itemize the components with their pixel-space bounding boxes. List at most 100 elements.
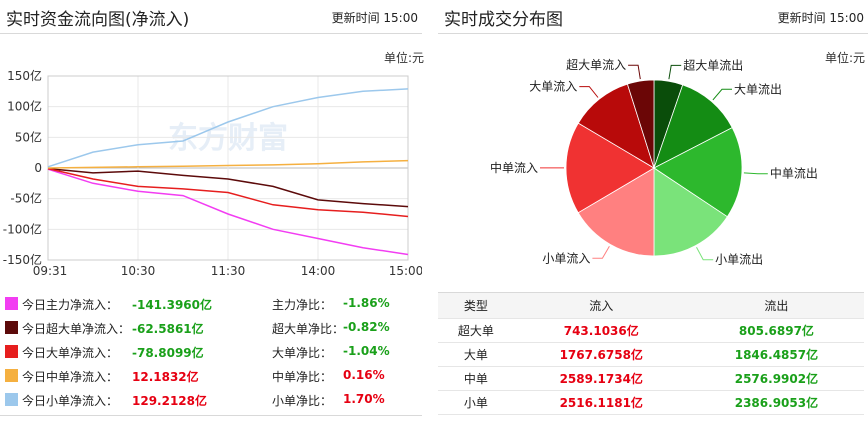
x-tick-label: 15:00 (389, 264, 422, 278)
series-line (47, 159, 409, 169)
pie-label: 超大单流出 (683, 57, 743, 72)
legend-row: 今日超大单净流入： -62.5861亿 超大单净比： -0.82% (0, 317, 422, 339)
legend-ratio-value: -1.04% (343, 344, 390, 358)
pie-label: 超大单流入 (566, 57, 626, 72)
pie-slice (577, 83, 655, 169)
legend-ratio-value: -1.86% (343, 296, 390, 310)
pie-label: 小单流出 (715, 253, 763, 267)
series-line (47, 88, 409, 168)
pie-slice (653, 127, 743, 218)
divider (0, 415, 422, 416)
flow-panel-title: 实时资金流向图(净流入) (6, 10, 190, 30)
legend-value: -62.5861亿 (132, 322, 204, 336)
row-out: 1846.4857亿 (688, 342, 864, 367)
dist-panel-header: 实时成交分布图 更新时间 15:00 (438, 0, 868, 34)
dist-panel-title: 实时成交分布图 (444, 10, 563, 30)
table-row: 中单 2589.1734亿 2576.9902亿 (438, 366, 864, 391)
pie-leader-line (579, 86, 599, 98)
row-in: 2516.1181亿 (513, 390, 689, 415)
legend-ratio-label: 小单净比： (272, 394, 333, 408)
y-tick-label: 150亿 (7, 68, 42, 83)
col-in-header: 流入 (513, 292, 689, 319)
flow-unit-label: 单位:元 (384, 51, 425, 65)
legend-label: 今日超大单净流入： (22, 322, 131, 336)
legend-ratio-label: 中单净比： (272, 370, 333, 384)
table-row: 小单 2516.1181亿 2386.9053亿 (438, 390, 864, 415)
dist-unit-label: 单位:元 (825, 51, 866, 65)
legend-row: 今日小单净流入： 129.2128亿 小单净比： 1.70% (0, 389, 422, 411)
pie-leader-line (592, 245, 610, 259)
trade-distribution-table: 类型 流入 流出 超大单 743.1036亿 805.6897亿 大单 1767… (438, 292, 864, 415)
pie-leader-line (668, 64, 682, 80)
legend-ratio-label: 大单净比： (272, 346, 333, 360)
y-tick-label: 100亿 (7, 99, 42, 114)
flow-update-time: 更新时间 15:00 (331, 11, 418, 25)
x-tick-label: 14:00 (301, 264, 336, 278)
x-tick-label: 09:31 (33, 264, 68, 278)
x-tick-label: 10:30 (121, 264, 156, 278)
legend-swatch (5, 393, 18, 406)
col-type-header: 类型 (438, 292, 514, 319)
legend-value: 129.2128亿 (132, 394, 208, 408)
row-out: 2576.9902亿 (688, 366, 864, 391)
legend-ratio-value: 0.16% (343, 368, 385, 382)
table-row: 大单 1767.6758亿 1846.4857亿 (438, 342, 864, 367)
y-tick-label: 0 (34, 161, 42, 175)
col-out-header: 流出 (688, 292, 864, 319)
y-tick-label: -100亿 (3, 221, 42, 236)
pie-leader-line (743, 172, 768, 175)
pie-label: 大单流出 (734, 82, 782, 96)
pie-leader-line (712, 88, 732, 101)
row-out: 2386.9053亿 (688, 390, 864, 415)
legend-value: 12.1832亿 (132, 370, 199, 384)
series-line (47, 168, 409, 256)
y-tick-label: -50亿 (10, 191, 42, 206)
row-type: 小单 (438, 390, 514, 415)
legend-swatch (5, 345, 18, 358)
legend-value: -78.8099亿 (132, 346, 204, 360)
y-tick-label: -150亿 (3, 252, 42, 267)
row-in: 743.1036亿 (513, 318, 689, 343)
dist-update-time: 更新时间 15:00 (777, 11, 864, 25)
legend-label: 今日中单净流入： (22, 370, 119, 384)
legend-ratio-label: 主力净比： (272, 298, 333, 312)
flow-panel-header: 实时资金流向图(净流入) 更新时间 15:00 (0, 0, 422, 34)
table-header-row: 类型 流入 流出 (438, 292, 864, 319)
legend-row: 今日中单净流入： 12.1832亿 中单净比： 0.16% (0, 365, 422, 387)
legend-label: 今日大单净流入： (22, 346, 119, 360)
pie-slice (577, 167, 655, 257)
legend-swatch (5, 297, 18, 310)
row-out: 805.6897亿 (688, 318, 864, 343)
pie-leader-line (628, 64, 641, 80)
legend-ratio-value: -0.82% (343, 320, 390, 334)
legend-row: 今日大单净流入： -78.8099亿 大单净比： -1.04% (0, 341, 422, 363)
series-line (47, 167, 409, 208)
y-tick-label: 50亿 (15, 129, 42, 144)
pie-slice (626, 79, 655, 169)
row-type: 超大单 (438, 318, 514, 343)
legend-swatch (5, 321, 18, 334)
legend-label: 今日小单净流入： (22, 394, 119, 408)
x-tick-label: 11:30 (211, 264, 246, 278)
pie-leader-line (696, 247, 714, 261)
legend-value: -141.3960亿 (132, 298, 212, 312)
table-row: 超大单 743.1036亿 805.6897亿 (438, 318, 864, 343)
series-line (47, 167, 409, 218)
pie-label: 中单流入 (490, 160, 538, 175)
legend-swatch (5, 369, 18, 382)
pie-label: 小单流入 (542, 251, 590, 265)
legend-row: 今日主力净流入： -141.3960亿 主力净比： -1.86% (0, 293, 422, 315)
row-type: 中单 (438, 366, 514, 391)
row-in: 1767.6758亿 (513, 342, 689, 367)
pie-label: 大单流入 (529, 80, 577, 94)
legend-ratio-label: 超大单净比： (272, 322, 345, 336)
pie-slice (653, 84, 733, 169)
pie-slice (565, 122, 655, 214)
row-in: 2589.1734亿 (513, 366, 689, 391)
row-type: 大单 (438, 342, 514, 367)
legend-ratio-value: 1.70% (343, 392, 385, 406)
legend-label: 今日主力净流入： (22, 298, 119, 312)
pie-label: 中单流出 (770, 166, 818, 181)
